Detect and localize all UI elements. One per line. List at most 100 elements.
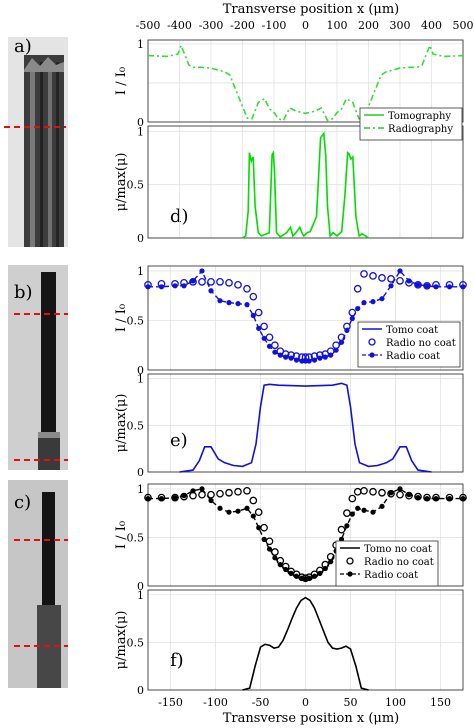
y-tick-label: 0.5: [127, 636, 145, 649]
data-point-radio-coat: [388, 490, 394, 496]
data-point-radio-no-coat: [243, 486, 251, 495]
photo-a: [4, 37, 68, 247]
y-axis-label: I / I₀: [114, 521, 129, 549]
data-point-radio-no-coat: [369, 487, 377, 496]
top-tick-label: 200: [358, 19, 379, 32]
data-point-radio-no-coat: [260, 322, 268, 331]
data-point-radio-no-coat: [360, 270, 368, 278]
data-point-radio-coat: [306, 358, 312, 364]
data-point-radio-coat: [190, 488, 196, 494]
bottom-tick-label: -150: [158, 696, 183, 709]
data-point-radio-coat: [208, 288, 214, 294]
data-point-radio-coat: [317, 570, 323, 576]
data-point-radio-coat: [199, 268, 205, 274]
top-tick-label: -300: [199, 19, 224, 32]
legend-label: Radio no coat: [364, 557, 434, 568]
data-point-radio-coat: [288, 570, 294, 576]
data-point-radio-coat: [256, 525, 262, 531]
y-tick-label: 1: [137, 38, 144, 51]
top-tick-label: -400: [167, 19, 192, 32]
data-point-radio-no-coat: [254, 308, 263, 317]
data-point-radio-coat: [272, 349, 278, 355]
data-point-radio-coat: [277, 352, 283, 358]
panel-label-c: c): [14, 492, 31, 513]
data-point-radio-no-coat: [348, 308, 357, 317]
data-point-radio-coat: [344, 523, 350, 529]
data-point-radio-coat: [349, 315, 355, 322]
legend-swatch-circle: [346, 557, 354, 565]
data-point-radio-coat: [433, 495, 439, 502]
data-point-radio-coat: [406, 278, 412, 284]
legend-label: Tomo no coat: [364, 544, 432, 555]
data-point-radio-no-coat: [171, 493, 179, 502]
plot-frame: [147, 589, 464, 691]
data-point-radio-coat: [311, 573, 318, 579]
data-point-radio-coat: [355, 505, 361, 511]
data-point-radio-coat: [460, 284, 466, 290]
data-point-radio-coat: [338, 339, 345, 345]
data-point-radio-coat: [244, 505, 250, 511]
legend-label: Radio no coat: [386, 338, 456, 349]
data-point-radio-coat: [379, 296, 385, 302]
plot-frame: [147, 265, 464, 371]
data-point-radio-no-coat: [207, 490, 215, 499]
data-point-radio-no-coat: [378, 488, 386, 497]
data-point-radio-coat: [333, 347, 339, 353]
data-point-radio-coat: [217, 298, 223, 304]
panel-label-b: b): [14, 282, 33, 303]
data-point-radio-no-coat: [198, 490, 206, 499]
data-point-radio-coat: [261, 335, 267, 341]
data-point-radio-no-coat: [216, 277, 224, 286]
panel-b-mu: 0 0.5 1 μ/max(μ): [114, 373, 464, 479]
plot-frame: [147, 39, 464, 123]
data-point-radio-coat: [158, 284, 165, 290]
data-point-radio-no-coat: [249, 292, 258, 301]
data-point-radio-coat: [217, 505, 223, 511]
data-point-radio-coat: [311, 357, 318, 363]
top-tick-label: -500: [136, 19, 161, 32]
data-point-radio-no-coat: [198, 277, 206, 286]
data-point-radio-coat: [406, 492, 412, 498]
data-point-radio-coat: [424, 283, 430, 289]
legend-swatch-circle: [368, 338, 376, 346]
data-point-radio-coat: [256, 325, 262, 331]
y-axis-label: I / I₀: [114, 304, 129, 332]
data-point-radio-coat: [244, 302, 250, 308]
data-point-radio-coat: [266, 546, 273, 552]
data-point-radio-coat: [361, 300, 367, 306]
y-tick-label: 0: [137, 684, 144, 697]
bottom-axis-ticks: -150 -100 -50 0 50 100 150: [158, 696, 451, 709]
data-point-radio-no-coat: [332, 341, 340, 350]
y-tick-label: 0.5: [127, 179, 145, 192]
data-point-radio-coat: [328, 352, 334, 358]
data-point-radio-coat: [424, 495, 430, 502]
data-point-radio-coat: [181, 283, 187, 289]
data-point-radio-no-coat: [225, 278, 233, 287]
y-tick-label: 1: [137, 125, 144, 138]
data-point-radio-coat: [306, 575, 312, 581]
data-point-radio-coat: [361, 507, 367, 513]
y-axis-label: μ/max(μ): [114, 394, 129, 453]
series-line-tomography: [242, 131, 369, 239]
panel-label-e: e): [170, 430, 188, 451]
y-tick-label: 0.5: [127, 314, 145, 327]
data-point-radio-no-coat: [387, 275, 395, 283]
data-point-radio-no-coat: [249, 496, 258, 505]
top-tick-label: 100: [327, 19, 348, 32]
data-point-radio-coat: [349, 511, 355, 517]
bottom-tick-label: 0: [302, 696, 309, 709]
plot-frame: [147, 125, 464, 239]
panel-label-a: a): [14, 36, 32, 57]
data-point-radio-coat: [261, 536, 267, 542]
top-tick-label: 300: [390, 19, 411, 32]
data-point-radio-coat: [344, 327, 350, 333]
bottom-tick-label: 100: [385, 696, 406, 709]
data-point-radio-coat: [293, 573, 300, 579]
legend-label: Tomography: [388, 111, 451, 122]
data-point-radio-coat: [322, 565, 328, 572]
panel-label-f: f): [170, 650, 184, 671]
bottom-tick-label: -100: [203, 696, 228, 709]
data-point-radio-coat: [208, 497, 214, 504]
data-point-radio-coat: [433, 284, 439, 290]
